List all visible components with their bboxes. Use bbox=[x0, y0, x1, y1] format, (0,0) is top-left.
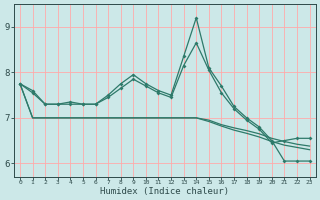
X-axis label: Humidex (Indice chaleur): Humidex (Indice chaleur) bbox=[100, 187, 229, 196]
